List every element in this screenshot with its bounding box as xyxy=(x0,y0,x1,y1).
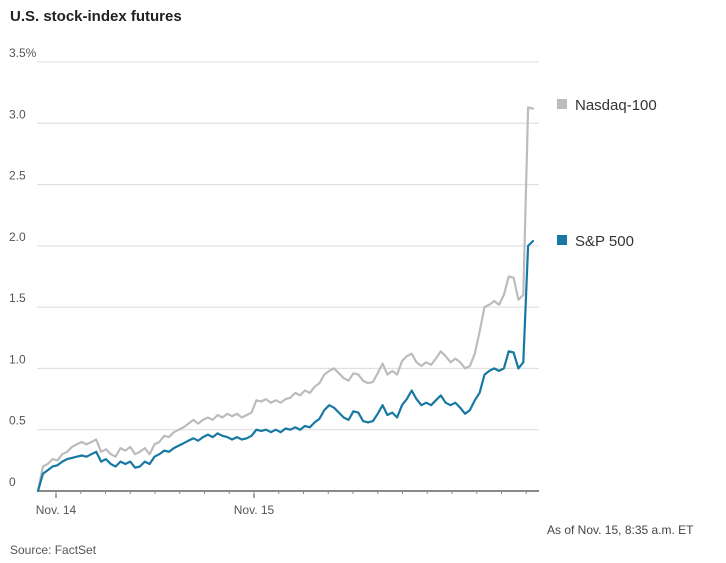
legend-swatch-1 xyxy=(557,235,567,245)
legend-swatch-0 xyxy=(557,99,567,109)
chart-source: Source: FactSet xyxy=(10,543,97,557)
series-lines xyxy=(36,106,535,493)
x-tick-label-1: Nov. 15 xyxy=(234,503,275,517)
series-line-0 xyxy=(36,106,535,493)
series-line-1 xyxy=(36,239,535,493)
y-axis-ticks: 0 0.5 1.0 1.5 2.0 2.5 3.0 3.5% xyxy=(9,46,37,489)
x-tick-label-0: Nov. 14 xyxy=(36,503,77,517)
chart-footnote: As of Nov. 15, 8:35 a.m. ET xyxy=(547,523,694,537)
y-tick-label-5: 2.5 xyxy=(9,169,26,183)
y-tick-label-2: 1.0 xyxy=(9,352,26,366)
legend-label-1: S&P 500 xyxy=(575,233,634,250)
legend: Nasdaq-100 S&P 500 xyxy=(557,97,657,250)
y-tick-label-0: 0 xyxy=(9,475,16,489)
chart-title: U.S. stock-index futures xyxy=(10,8,182,25)
y-tick-label-4: 2.0 xyxy=(9,230,26,244)
y-tick-label-7: 3.5% xyxy=(9,46,37,60)
x-axis-ticks: Nov. 14 Nov. 15 xyxy=(36,491,527,517)
y-tick-label-3: 1.5 xyxy=(9,291,26,305)
y-tick-label-6: 3.0 xyxy=(9,107,26,121)
grid-lines xyxy=(37,61,539,492)
legend-label-0: Nasdaq-100 xyxy=(575,97,657,114)
y-tick-label-1: 0.5 xyxy=(9,414,26,428)
